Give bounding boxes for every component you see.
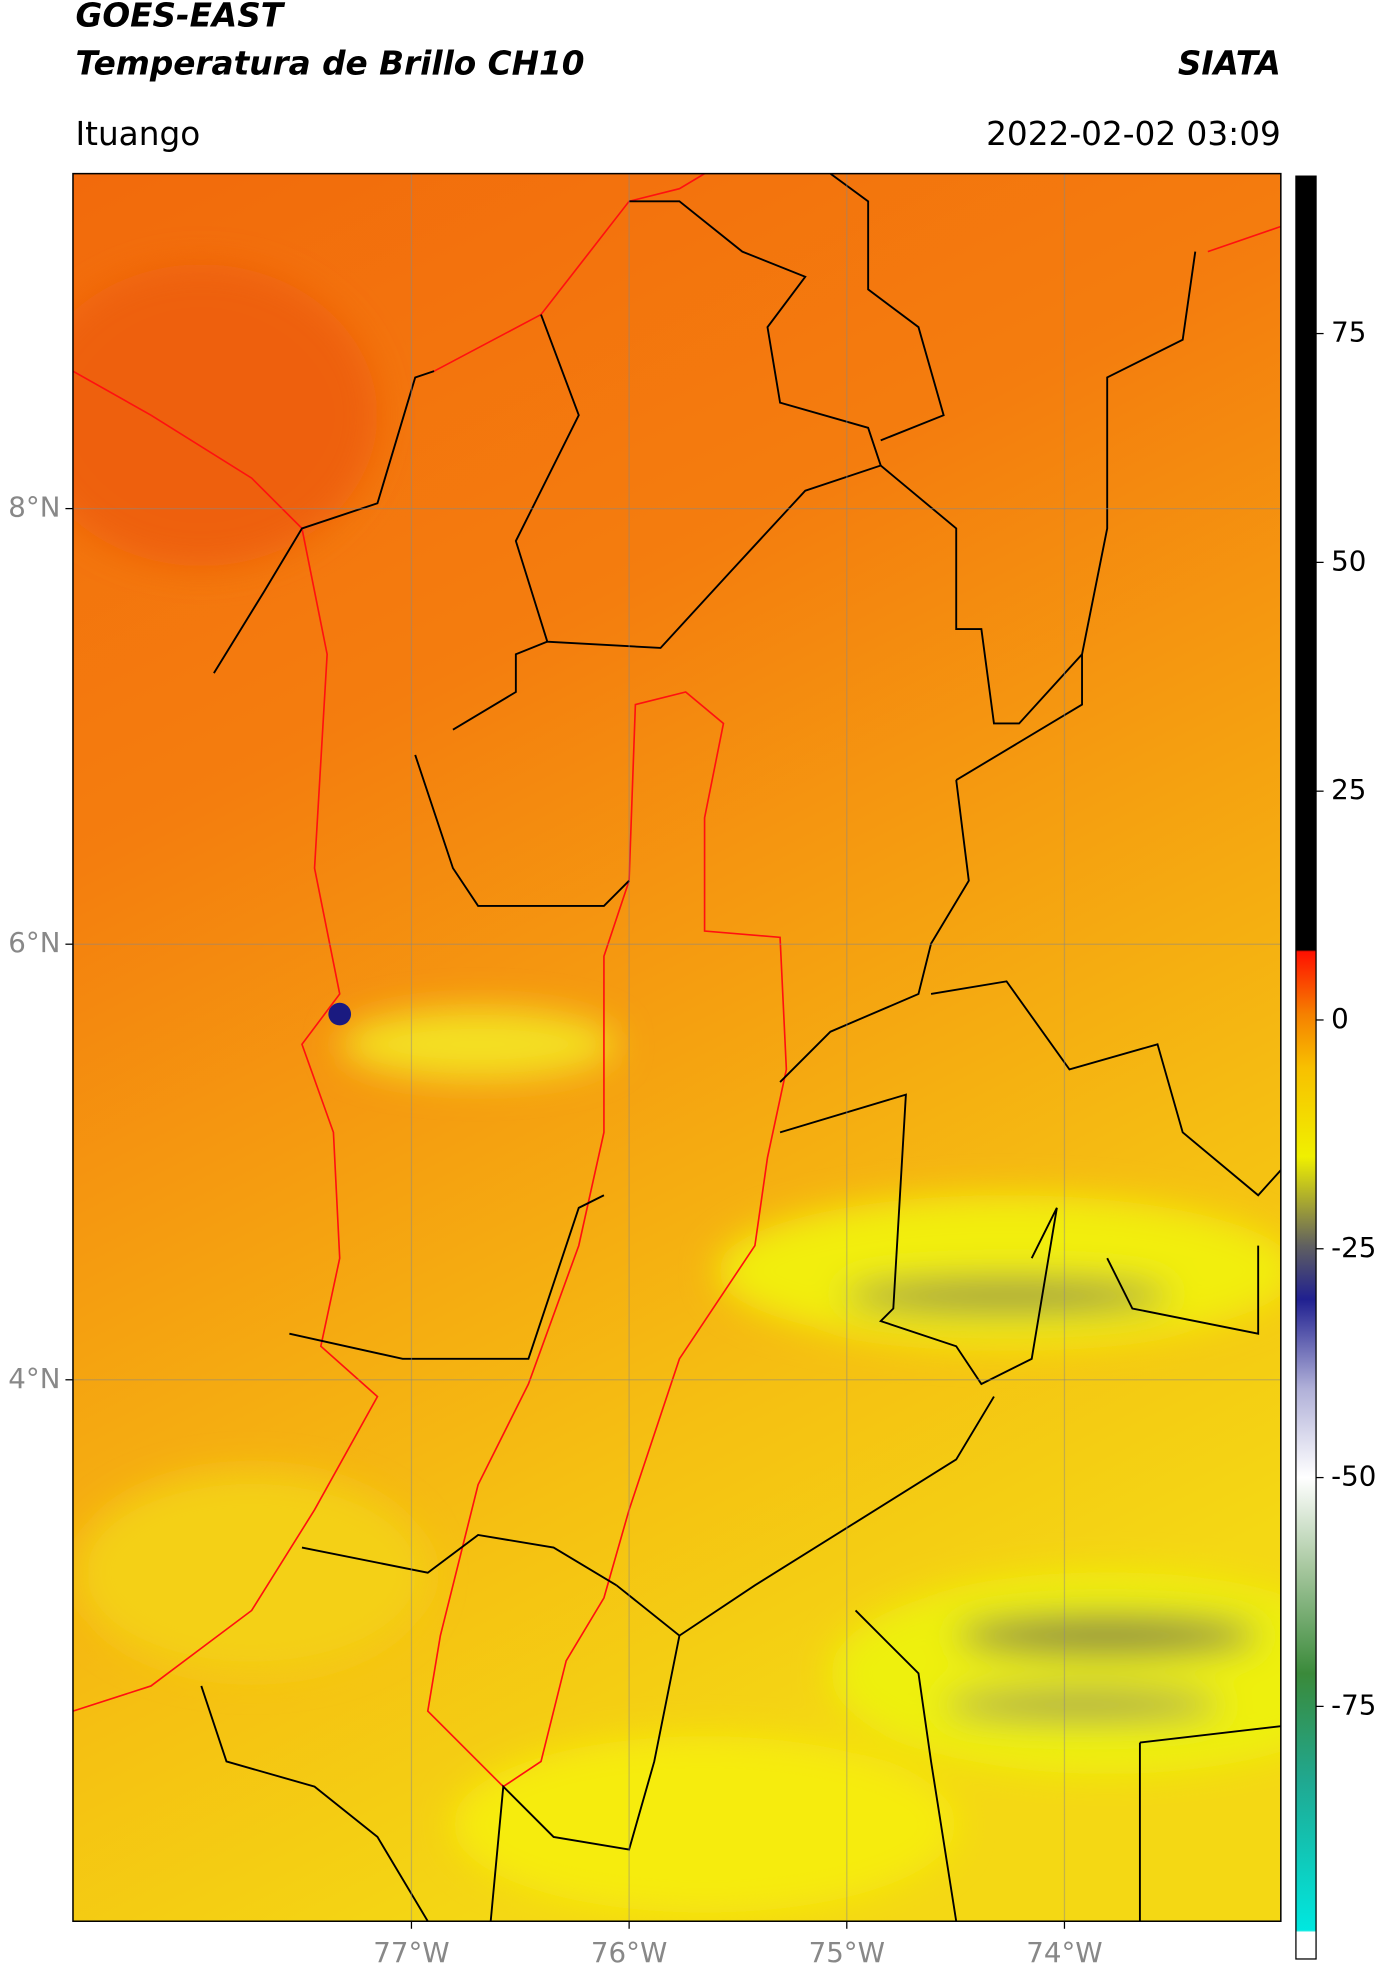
location: Ituango	[75, 115, 200, 153]
coastline	[1207, 225, 1281, 253]
y-tick-label: 8°N	[8, 491, 60, 524]
colorbar-tick-label: -75	[1331, 1688, 1376, 1721]
gridlines	[72, 173, 1281, 1922]
y-tick-label: 4°N	[8, 1362, 60, 1395]
map	[72, 173, 1281, 1922]
cold-cloud	[328, 1002, 352, 1026]
x-tick-label: 76°W	[591, 1936, 667, 1969]
title: GOES-EAST	[75, 0, 285, 35]
coastline	[72, 370, 379, 1712]
y-tick-label: 6°N	[8, 926, 60, 959]
colorbar-tick-label: -50	[1331, 1460, 1376, 1493]
borders	[200, 173, 1281, 1922]
colorbar-tick-label: -25	[1331, 1231, 1376, 1264]
x-tick-label: 74°W	[1026, 1936, 1102, 1969]
colorbar-tick-label: 50	[1331, 544, 1366, 577]
colorbar	[1295, 175, 1317, 1960]
source: SIATA	[1178, 44, 1281, 82]
subtitle: Temperatura de Brillo CH10	[75, 44, 584, 82]
x-tick-label: 77°W	[373, 1936, 449, 1969]
cloud-field	[72, 264, 1281, 1913]
map-frame	[72, 172, 1282, 1922]
colorbar-tick-label: 25	[1331, 773, 1366, 806]
colorbar-tick-label: 75	[1331, 316, 1366, 349]
colorbar-tick-label: 0	[1331, 1002, 1349, 1035]
x-tick-label: 75°W	[809, 1936, 885, 1969]
region-outline	[426, 691, 788, 1788]
datetime: 2022-02-02 03:09	[986, 115, 1281, 153]
